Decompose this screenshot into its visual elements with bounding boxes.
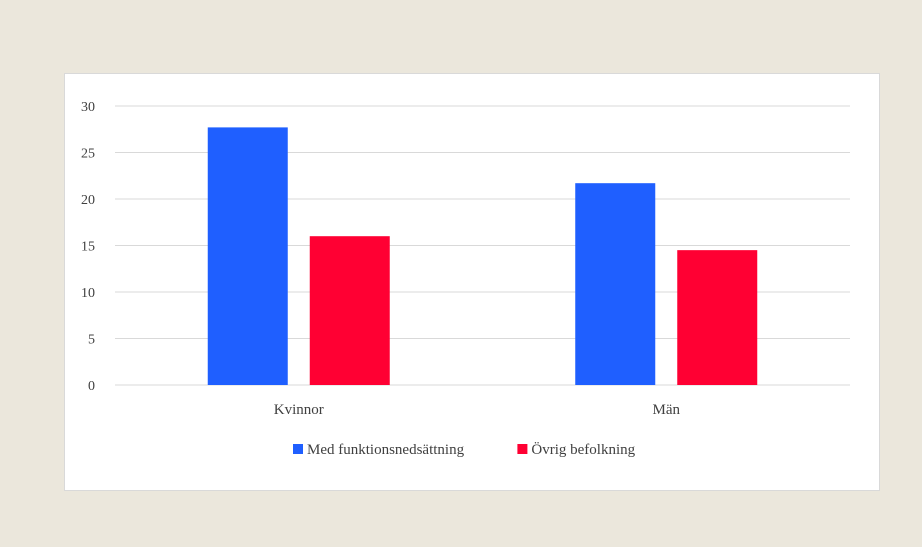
legend-label: Övrig befolkning <box>531 441 635 458</box>
bar <box>309 236 390 385</box>
y-tick-label: 0 <box>88 379 95 394</box>
y-tick-label: 5 <box>88 333 95 348</box>
y-tick-label: 10 <box>81 286 95 301</box>
bar-chart: 0 5 10 15 20 25 30 Kvinnor Män Med funktionsned… <box>81 100 850 458</box>
legend-label: Med funktionsnedsättning <box>307 442 465 458</box>
y-tick-label: 15 <box>81 240 95 255</box>
y-tick-label: 20 <box>81 193 95 208</box>
y-axis-ticks: 0 5 10 15 20 25 30 <box>81 100 95 394</box>
legend-swatch <box>293 444 303 454</box>
bar <box>677 250 758 385</box>
bars <box>207 127 758 385</box>
x-tick-label: Kvinnor <box>274 402 324 418</box>
legend: Med funktionsnedsättning Övrig befolkning <box>293 441 636 458</box>
y-tick-label: 25 <box>81 147 95 162</box>
bar <box>575 183 656 385</box>
y-tick-label: 30 <box>81 100 95 115</box>
legend-swatch <box>517 444 528 454</box>
bar <box>207 127 288 385</box>
chart-card: 0 5 10 15 20 25 30 Kvinnor Män Med funktionsned… <box>64 73 880 491</box>
x-axis-ticks: Kvinnor Män <box>274 402 681 418</box>
x-tick-label: Män <box>653 402 681 418</box>
